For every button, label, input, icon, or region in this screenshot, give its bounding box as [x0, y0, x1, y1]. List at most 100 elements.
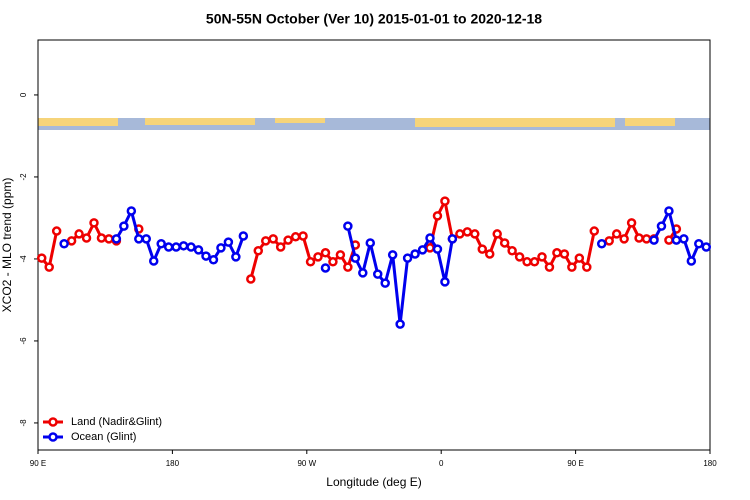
data-point: [320, 263, 331, 273]
data-point: [223, 237, 234, 247]
data-point: [305, 257, 316, 267]
legend-label: Land (Nadir&Glint): [71, 416, 162, 428]
data-point: [679, 234, 689, 244]
data-point: [313, 252, 323, 262]
legend-marker: [48, 432, 58, 442]
y-tick-label: -4: [19, 255, 28, 263]
x-tick-label: 180: [166, 459, 180, 468]
data-point: [425, 233, 435, 243]
data-point: [171, 242, 181, 252]
data-point: [514, 252, 525, 262]
data-point: [470, 229, 480, 239]
data-point: [260, 236, 271, 246]
x-tick-label: 90 W: [297, 459, 316, 468]
data-point: [290, 232, 301, 242]
data-point: [522, 257, 532, 267]
y-tick-label: -2: [19, 173, 28, 181]
data-point: [596, 239, 607, 249]
data-point: [126, 206, 137, 216]
data-point: [328, 257, 338, 267]
data-point: [604, 236, 614, 246]
data-point: [148, 256, 159, 266]
data-point: [499, 238, 510, 248]
data-point: [59, 239, 69, 249]
data-point: [425, 243, 435, 253]
data-point: [246, 274, 256, 284]
data-point: [298, 231, 308, 241]
data-point: [358, 268, 368, 278]
data-point: [664, 235, 674, 245]
data-point: [387, 250, 398, 260]
data-point: [656, 221, 667, 231]
data-point: [156, 239, 166, 249]
data-point: [664, 206, 674, 216]
data-point: [74, 229, 84, 239]
data-point: [611, 229, 622, 239]
data-point: [529, 257, 540, 267]
data-point: [619, 234, 629, 244]
data-point: [567, 262, 577, 272]
data-point: [81, 233, 92, 243]
y-tick-label: -8: [19, 419, 28, 427]
data-point: [320, 248, 331, 258]
data-point: [552, 248, 562, 258]
data-point: [119, 221, 129, 231]
surface-band: [38, 118, 710, 130]
data-point: [462, 227, 473, 237]
data-point: [582, 262, 592, 272]
data-point: [626, 218, 637, 228]
data-point: [537, 252, 547, 262]
y-tick-label: -6: [19, 337, 28, 345]
data-point: [402, 253, 413, 263]
y-axis-label: XCO2 - MLO trend (ppm): [0, 178, 14, 313]
data-point: [492, 229, 502, 239]
data-point: [507, 245, 517, 256]
data-point: [343, 262, 353, 272]
data-point: [268, 234, 278, 244]
data-point: [283, 235, 293, 245]
data-point: [559, 249, 570, 259]
data-point: [134, 234, 144, 244]
data-point: [440, 277, 450, 287]
data-point: [432, 244, 443, 254]
data-point: [589, 226, 600, 236]
data-point: [186, 242, 196, 252]
data-point: [36, 253, 47, 263]
y-tick-label: 0: [19, 92, 28, 97]
x-tick-label: 0: [439, 459, 444, 468]
data-point: [51, 226, 62, 236]
data-point: [335, 250, 346, 260]
data-point: [671, 235, 682, 245]
data-point: [395, 319, 405, 329]
data-point: [178, 241, 189, 251]
data-point: [701, 242, 712, 252]
data-point: [365, 238, 376, 248]
data-point: [201, 251, 211, 261]
data-point: [208, 255, 219, 265]
data-point: [350, 253, 361, 263]
data-point: [343, 221, 353, 231]
data-point: [96, 233, 107, 243]
data-point: [694, 239, 704, 249]
data-point: [574, 253, 585, 263]
series-line: [115, 206, 707, 325]
data-point: [410, 249, 420, 259]
data-point: [440, 196, 450, 206]
data-point: [417, 245, 428, 255]
data-point: [141, 234, 152, 244]
data-point: [193, 245, 204, 255]
legend-label: Ocean (Glint): [71, 431, 136, 443]
x-tick-label: 180: [703, 459, 717, 468]
data-point: [380, 278, 390, 288]
chart-title: 50N-55N October (Ver 10) 2015-01-01 to 2…: [206, 11, 542, 27]
data-point: [66, 236, 77, 246]
data-point: [238, 231, 249, 241]
data-point: [216, 243, 226, 253]
data-point: [89, 218, 99, 228]
data-point: [455, 229, 465, 239]
data-point: [104, 234, 114, 244]
data-point: [686, 256, 697, 266]
legend-marker: [48, 417, 58, 427]
